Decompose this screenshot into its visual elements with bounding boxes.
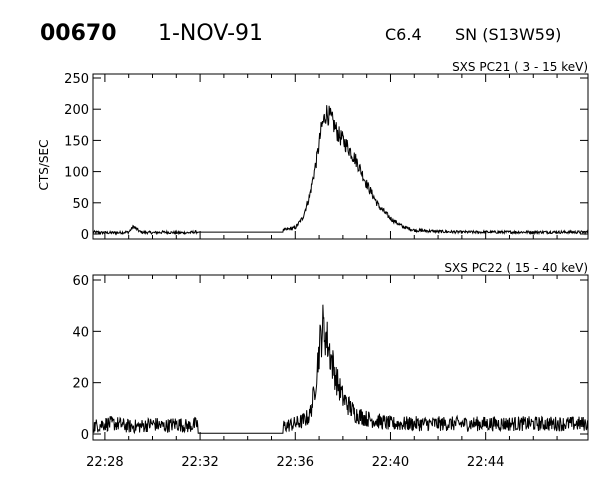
- series-line-pc22: [92, 304, 589, 435]
- x-tick-label: 22:36: [277, 455, 314, 470]
- x-ticks-pc22: [104, 275, 558, 440]
- y-tick-label: 0: [81, 428, 89, 443]
- y-tick-label: 0: [81, 228, 89, 243]
- y-tick-label: 200: [64, 103, 89, 118]
- plot-frame-pc21: [92, 73, 589, 240]
- goes-class: C6.4: [385, 25, 422, 44]
- chart-title-pc22: SXS PC22 ( 15 - 40 keV): [444, 261, 588, 275]
- x-tick-label: 22:44: [467, 455, 504, 470]
- x-ticks-pc21: [104, 74, 558, 239]
- x-tick-label: 22:28: [86, 455, 123, 470]
- y-ticks-pc22: 0 20 40 60: [72, 274, 588, 443]
- series-line-pc21: [92, 105, 589, 236]
- y-ticks-pc21: 0 50 100 150 200 250: [64, 72, 588, 243]
- x-tick-labels: 22:28 22:32 22:36 22:40 22:44: [86, 455, 504, 470]
- y-tick-label: 150: [64, 134, 89, 149]
- chart-panel-pc21: SXS PC21 ( 3 - 15 keV) CTS/SEC 0 50 100 150…: [37, 60, 589, 243]
- event-id: 00670: [40, 21, 117, 46]
- y-tick-label: 40: [72, 325, 89, 340]
- y-tick-label: 20: [72, 377, 89, 392]
- plot-frame-pc22: [92, 274, 589, 441]
- y-axis-label-pc21: CTS/SEC: [37, 140, 51, 191]
- x-tick-label: 22:32: [181, 455, 218, 470]
- chart-panel-pc22: SXS PC22 ( 15 - 40 keV) 0 20 40 60: [72, 261, 589, 443]
- y-tick-label: 50: [72, 197, 89, 212]
- y-tick-label: 100: [64, 166, 89, 181]
- x-tick-label: 22:40: [372, 455, 409, 470]
- y-tick-label: 60: [72, 274, 89, 289]
- y-tick-label: 250: [64, 72, 89, 87]
- chart-title-pc21: SXS PC21 ( 3 - 15 keV): [452, 60, 588, 74]
- flare-location: SN (S13W59): [455, 25, 561, 44]
- event-date: 1-NOV-91: [158, 21, 263, 46]
